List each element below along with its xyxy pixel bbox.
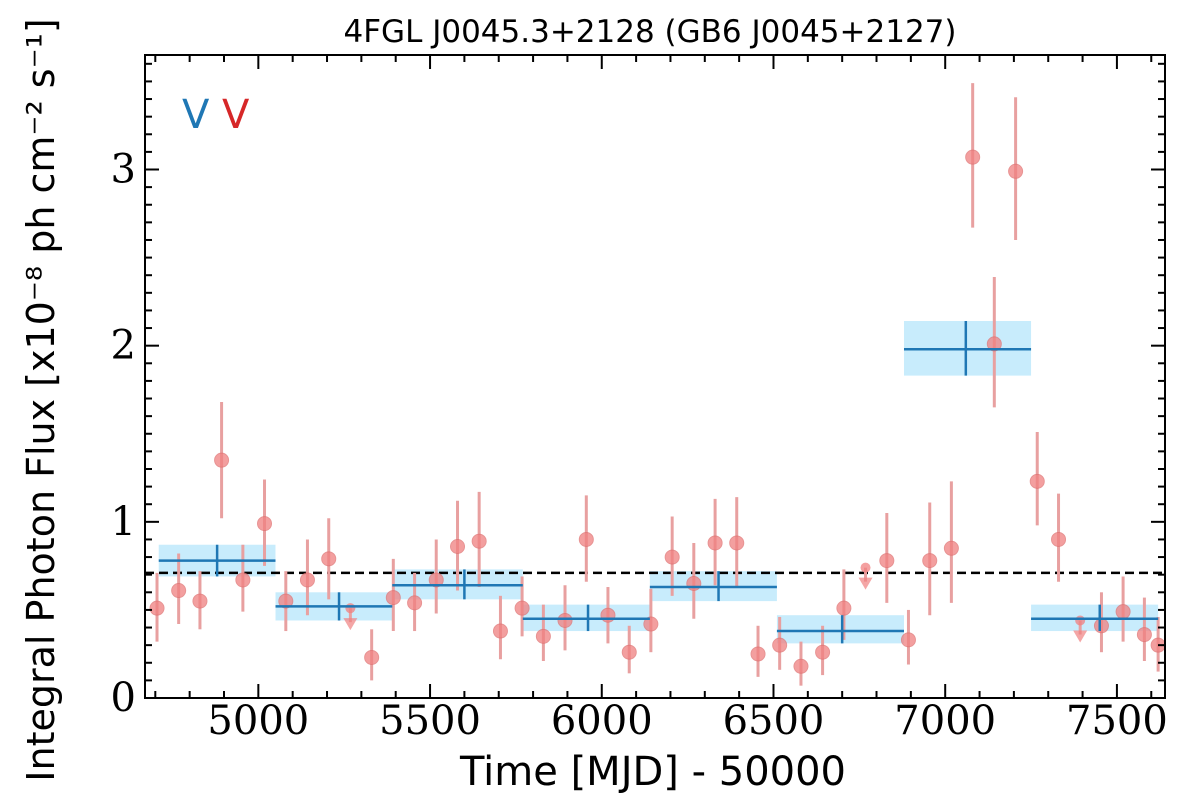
data-point [364,649,380,665]
data-point [321,551,337,567]
data-point [986,336,1002,352]
data-point [664,549,680,565]
x-tick-label: 6500 [723,698,825,744]
data-point [643,616,659,632]
data-point [492,623,508,639]
x-tick-label: 5500 [379,698,481,744]
data-point [407,595,423,611]
data-point [793,658,809,674]
long-bin-band [776,615,904,644]
data-point [557,612,573,628]
data-point [707,535,723,551]
plot-frame [144,54,1166,699]
data-point [1051,531,1067,547]
y-tick-label: 1 [111,499,136,545]
data-point [943,540,959,556]
data-point [450,538,466,554]
data-point [535,628,551,644]
data-point [621,644,637,660]
data-point [772,637,788,653]
y-axis-label: Integral Photon Flux [x10⁻⁸ ph cm⁻² s⁻¹] [19,18,63,781]
data-point [729,535,745,551]
data-point [171,583,187,599]
data-point [428,572,444,588]
x-axis-label: Time [MJD] - 50000 [459,749,846,795]
data-point [214,452,230,468]
upper-limit-point [860,562,871,573]
y-tick-label: 0 [111,675,136,721]
data-point [900,632,916,648]
data-point [815,644,831,660]
y-tick-label: 2 [111,323,136,369]
data-point [965,149,981,165]
marker-blue: V [182,92,210,138]
chart-title: 4FGL J0045.3+2128 (GB6 J0045+2127) [344,14,957,50]
data-point [1093,618,1109,634]
data-point [235,572,251,588]
upper-limit-arrow [858,577,873,590]
x-tick-label: 6000 [551,698,653,744]
data-point [149,600,165,616]
data-point [836,600,852,616]
y-tick-label: 3 [111,147,136,193]
data-point [471,533,487,549]
data-point [385,590,401,606]
data-point [1136,627,1152,643]
data-point [578,531,594,547]
marker-red: V [222,92,250,138]
data-point [192,593,208,609]
upper-limit-arrow [343,618,358,631]
data-point [686,575,702,591]
data-point [1029,473,1045,489]
x-tick-label: 7500 [1066,698,1168,744]
data-point [879,553,895,569]
data-point [514,600,530,616]
x-tick-label: 5000 [207,698,309,744]
data-point [299,572,315,588]
data-point [750,646,766,662]
data-point [922,553,938,569]
data-point [1008,163,1024,179]
x-tick-label: 7000 [894,698,996,744]
upper-limit-arrow [1073,630,1088,643]
data-point [1115,604,1131,620]
plot-area: 5000 5500 6000 6500 7000 7500 0 1 2 3 [111,54,1168,744]
data-point [278,593,294,609]
upper-limit-point [345,603,356,614]
data-point [257,516,273,532]
upper-limit-point [1075,615,1086,626]
data-point [600,607,616,623]
